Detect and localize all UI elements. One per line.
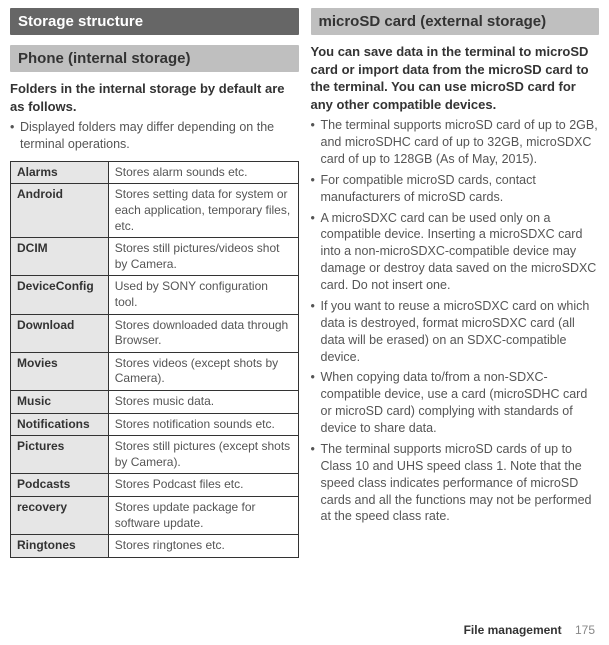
list-item: The terminal supports microSD card of up… <box>311 117 600 168</box>
folder-desc: Stores videos (except shots by Camera). <box>108 352 298 390</box>
footer-page-number: 175 <box>575 623 595 637</box>
table-row: DCIMStores still pictures/videos shot by… <box>11 238 299 276</box>
storage-table-body: AlarmsStores alarm sounds etc.AndroidSto… <box>11 161 299 557</box>
folder-name: Movies <box>11 352 109 390</box>
table-row: DownloadStores downloaded data through B… <box>11 314 299 352</box>
left-column: Storage structure Phone (internal storag… <box>10 8 299 558</box>
table-row: MusicStores music data. <box>11 390 299 413</box>
folder-desc: Stores ringtones etc. <box>108 535 298 558</box>
folder-name: DCIM <box>11 238 109 276</box>
folder-desc: Stores notification sounds etc. <box>108 413 298 436</box>
folder-name: DeviceConfig <box>11 276 109 314</box>
folder-desc: Stores downloaded data through Browser. <box>108 314 298 352</box>
phone-note-list: Displayed folders may differ depending o… <box>10 119 299 153</box>
footer-section: File management <box>464 623 562 637</box>
list-item: If you want to reuse a microSDXC card on… <box>311 298 600 366</box>
table-row: NotificationsStores notification sounds … <box>11 413 299 436</box>
table-row: AlarmsStores alarm sounds etc. <box>11 161 299 184</box>
folder-desc: Stores alarm sounds etc. <box>108 161 298 184</box>
folder-name: Podcasts <box>11 474 109 497</box>
list-item: The terminal supports microSD cards of u… <box>311 441 600 525</box>
folder-desc: Stores still pictures/videos shot by Cam… <box>108 238 298 276</box>
table-row: recoveryStores update package for softwa… <box>11 496 299 534</box>
folder-desc: Stores still pictures (except shots by C… <box>108 436 298 474</box>
table-row: MoviesStores videos (except shots by Cam… <box>11 352 299 390</box>
table-row: AndroidStores setting data for system or… <box>11 184 299 238</box>
right-column: microSD card (external storage) You can … <box>311 8 600 558</box>
folder-name: Alarms <box>11 161 109 184</box>
main-header: Storage structure <box>10 8 299 35</box>
folder-name: Download <box>11 314 109 352</box>
phone-intro: Folders in the internal storage by defau… <box>10 80 299 115</box>
table-row: PicturesStores still pictures (except sh… <box>11 436 299 474</box>
sub-header-microsd: microSD card (external storage) <box>311 8 600 35</box>
folder-name: Ringtones <box>11 535 109 558</box>
folder-desc: Stores music data. <box>108 390 298 413</box>
folder-desc: Stores Podcast files etc. <box>108 474 298 497</box>
table-row: RingtonesStores ringtones etc. <box>11 535 299 558</box>
folder-name: Notifications <box>11 413 109 436</box>
folder-desc: Used by SONY configuration tool. <box>108 276 298 314</box>
list-item: For compatible microSD cards, contact ma… <box>311 172 600 206</box>
list-item: When copying data to/from a non-SDXC-com… <box>311 369 600 437</box>
list-item: A microSDXC card can be used only on a c… <box>311 210 600 294</box>
folder-name: recovery <box>11 496 109 534</box>
table-row: PodcastsStores Podcast files etc. <box>11 474 299 497</box>
microsd-bullet-list: The terminal supports microSD card of up… <box>311 117 600 525</box>
phone-note-item: Displayed folders may differ depending o… <box>10 119 299 153</box>
sub-header-phone: Phone (internal storage) <box>10 45 299 72</box>
microsd-intro: You can save data in the terminal to mic… <box>311 43 600 113</box>
folder-desc: Stores setting data for system or each a… <box>108 184 298 238</box>
table-row: DeviceConfigUsed by SONY configuration t… <box>11 276 299 314</box>
folder-desc: Stores update package for software updat… <box>108 496 298 534</box>
storage-table: AlarmsStores alarm sounds etc.AndroidSto… <box>10 161 299 558</box>
page-footer: File management 175 <box>464 623 595 637</box>
folder-name: Android <box>11 184 109 238</box>
folder-name: Music <box>11 390 109 413</box>
folder-name: Pictures <box>11 436 109 474</box>
